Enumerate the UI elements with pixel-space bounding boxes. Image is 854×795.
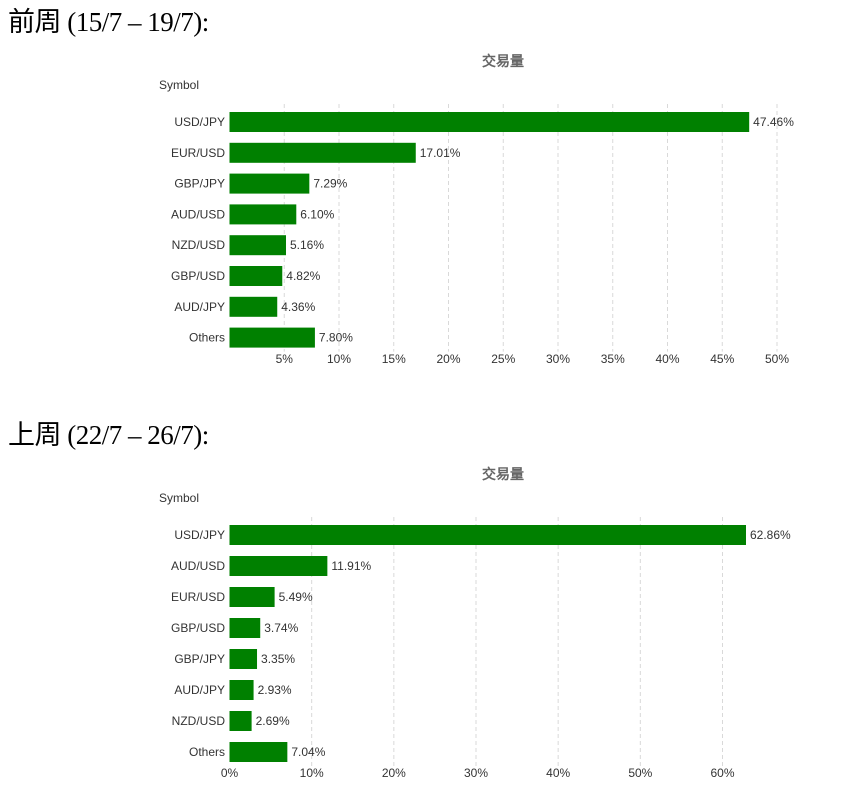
x-tick-label: 5% [276,352,294,366]
y-axis-label: Symbol [159,78,199,92]
category-label: USD/JPY [174,528,225,542]
x-tick-label: 40% [655,352,679,366]
bar [229,142,416,163]
value-label: 4.82% [286,269,320,283]
category-label: AUD/JPY [174,683,225,697]
chart-title: 交易量 [482,466,524,482]
volume-chart-previous-week: 交易量 Symbol USD/JPY 47.46% EUR/USD 17.01% GBP/J… [159,53,794,366]
x-tick-label: 40% [546,766,570,780]
bar [229,525,746,545]
category-label: GBP/USD [171,269,225,283]
section-heading-previous-week: 前周 (15/7 – 19/7): [8,7,209,37]
value-label: 62.86% [750,528,791,542]
x-tick-label: 20% [382,766,406,780]
category-label: Others [189,331,225,345]
x-tick-label: 50% [628,766,652,780]
bar [229,680,254,700]
x-tick-label: 25% [491,352,515,366]
x-tick-label: 20% [436,352,460,366]
x-tick-label: 10% [327,352,351,366]
bar [229,266,283,286]
category-label: EUR/USD [171,590,225,604]
category-label: GBP/JPY [174,177,225,191]
x-tick-label: 60% [710,766,734,780]
value-label: 4.36% [281,300,315,314]
value-label: 3.74% [264,621,298,635]
x-tick-label: 30% [546,352,570,366]
category-label: GBP/USD [171,621,225,635]
bar [229,296,278,317]
category-label: NZD/USD [172,238,226,252]
value-label: 47.46% [753,115,794,129]
value-label: 2.69% [256,714,290,728]
bar [229,742,288,762]
category-label: AUD/USD [171,559,225,573]
bar [229,649,258,669]
value-label: 2.93% [258,683,292,697]
value-label: 7.80% [319,331,353,345]
x-tick-label: 0% [221,766,239,780]
x-tick-label: 50% [765,352,789,366]
category-label: USD/JPY [174,115,225,129]
value-label: 5.16% [290,238,324,252]
y-axis-label: Symbol [159,491,199,505]
value-label: 7.04% [291,745,325,759]
x-tick-label: 30% [464,766,488,780]
value-label: 3.35% [261,652,295,666]
value-label: 11.91% [331,559,371,573]
category-label: NZD/USD [172,714,226,728]
category-label: AUD/JPY [174,300,225,314]
bar [229,112,750,132]
bar [229,587,275,607]
bar [229,711,252,731]
bar [229,556,328,576]
chart-title: 交易量 [482,53,524,69]
x-tick-label: 15% [382,352,406,366]
volume-chart-last-week: 交易量 Symbol USD/JPY 62.86% AUD/USD 11.91% EUR/U… [159,466,791,780]
bar [229,235,287,256]
category-label: Others [189,745,225,759]
section-heading-last-week: 上周 (22/7 – 26/7): [8,420,209,450]
bar [229,173,310,194]
value-label: 7.29% [313,177,347,191]
bar [229,204,297,225]
value-label: 6.10% [300,207,334,221]
bar [229,327,315,348]
x-tick-label: 35% [601,352,625,366]
category-label: AUD/USD [171,207,225,221]
bar [229,618,261,638]
category-label: EUR/USD [171,146,225,160]
value-label: 5.49% [279,590,313,604]
category-label: GBP/JPY [174,652,225,666]
x-tick-label: 45% [710,352,734,366]
x-tick-label: 10% [300,766,324,780]
value-label: 17.01% [420,146,461,160]
